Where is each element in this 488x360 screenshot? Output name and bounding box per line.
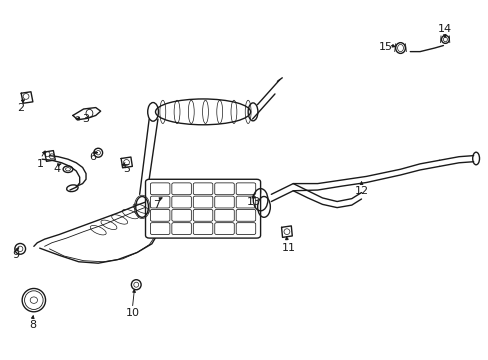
- Text: 8: 8: [29, 320, 36, 330]
- Text: 2: 2: [17, 103, 24, 113]
- Text: 4: 4: [53, 164, 60, 174]
- Text: 11: 11: [281, 243, 295, 253]
- FancyBboxPatch shape: [145, 179, 260, 238]
- Text: 5: 5: [123, 164, 130, 174]
- Text: 12: 12: [354, 186, 368, 196]
- Text: 3: 3: [82, 114, 89, 124]
- Text: 13: 13: [247, 197, 261, 207]
- Ellipse shape: [155, 99, 250, 125]
- Text: 10: 10: [125, 309, 139, 318]
- Text: 9: 9: [12, 250, 19, 260]
- Text: 1: 1: [37, 159, 44, 169]
- Text: 14: 14: [436, 24, 450, 35]
- Text: 6: 6: [89, 152, 96, 162]
- Text: 7: 7: [153, 200, 160, 210]
- Text: 15: 15: [378, 42, 392, 52]
